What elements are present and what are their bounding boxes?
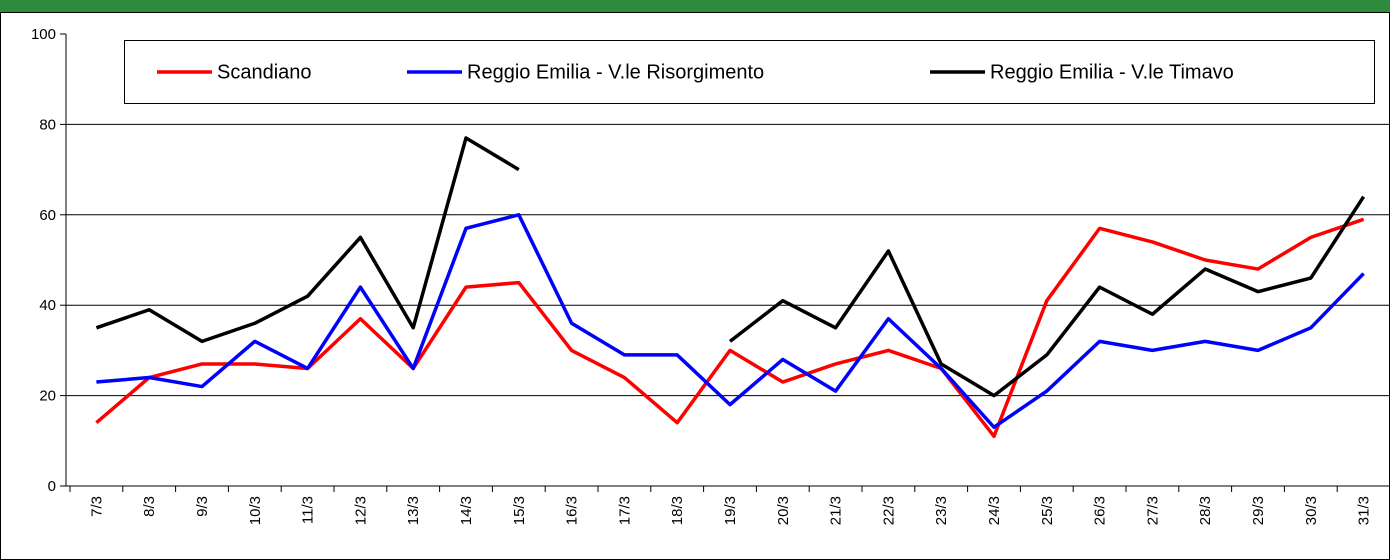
x-tick-label: 27/3 (1144, 496, 1161, 525)
legend-label: Reggio Emilia - V.le Risorgimento (467, 61, 764, 83)
x-tick-label: 18/3 (669, 496, 686, 525)
x-tick-label: 10/3 (247, 496, 264, 525)
legend: Scandiano Reggio Emilia - V.le Risorgimen… (157, 61, 1234, 83)
x-tick-label: 11/3 (300, 496, 317, 524)
series-line (96, 213, 1365, 429)
x-tick-label: 7/3 (88, 496, 105, 517)
x-tick-label: 24/3 (986, 496, 1003, 525)
y-tick-label: 20 (39, 388, 56, 405)
x-tick-label: 28/3 (1197, 496, 1214, 525)
y-tick-label: 60 (39, 207, 56, 224)
y-tick-label: 100 (31, 26, 56, 43)
x-tick-label: 23/3 (933, 496, 950, 525)
x-tick-label: 13/3 (405, 496, 422, 525)
legend-box (124, 40, 1375, 104)
x-tick-label: 20/3 (775, 496, 792, 525)
title-bar (0, 0, 1390, 12)
x-tick-label: 15/3 (511, 496, 528, 525)
x-tick-label: 26/3 (1092, 496, 1109, 525)
x-tick-label: 19/3 (722, 496, 739, 525)
x-tick-label: 29/3 (1250, 496, 1267, 525)
x-tick-label: 9/3 (194, 496, 211, 517)
y-tick-label: 80 (39, 116, 56, 133)
series-line (95, 136, 1366, 398)
x-tick-label: 8/3 (141, 496, 158, 517)
x-tick-label: 25/3 (1039, 496, 1056, 525)
x-tick-label: 14/3 (458, 496, 475, 525)
y-tick-label: 0 (48, 478, 56, 495)
plot (95, 136, 1366, 439)
x-tick-label: 22/3 (880, 496, 897, 525)
legend-label: Reggio Emilia - V.le Timavo (990, 61, 1234, 83)
x-tick-label: 30/3 (1303, 496, 1320, 525)
grid: 0 20 40 60 80 100 7/3 8/3 9/3 10/3 11/3 12/3 13/3 14/… (31, 26, 1390, 525)
x-tick-label: 16/3 (564, 496, 581, 525)
x-tick-label: 21/3 (828, 496, 845, 525)
x-tick-label: 31/3 (1356, 496, 1373, 525)
legend-label: Scandiano (217, 61, 312, 83)
x-tick-label: 12/3 (352, 496, 369, 525)
x-tick-label: 17/3 (616, 496, 633, 525)
y-tick-label: 40 (39, 297, 56, 314)
